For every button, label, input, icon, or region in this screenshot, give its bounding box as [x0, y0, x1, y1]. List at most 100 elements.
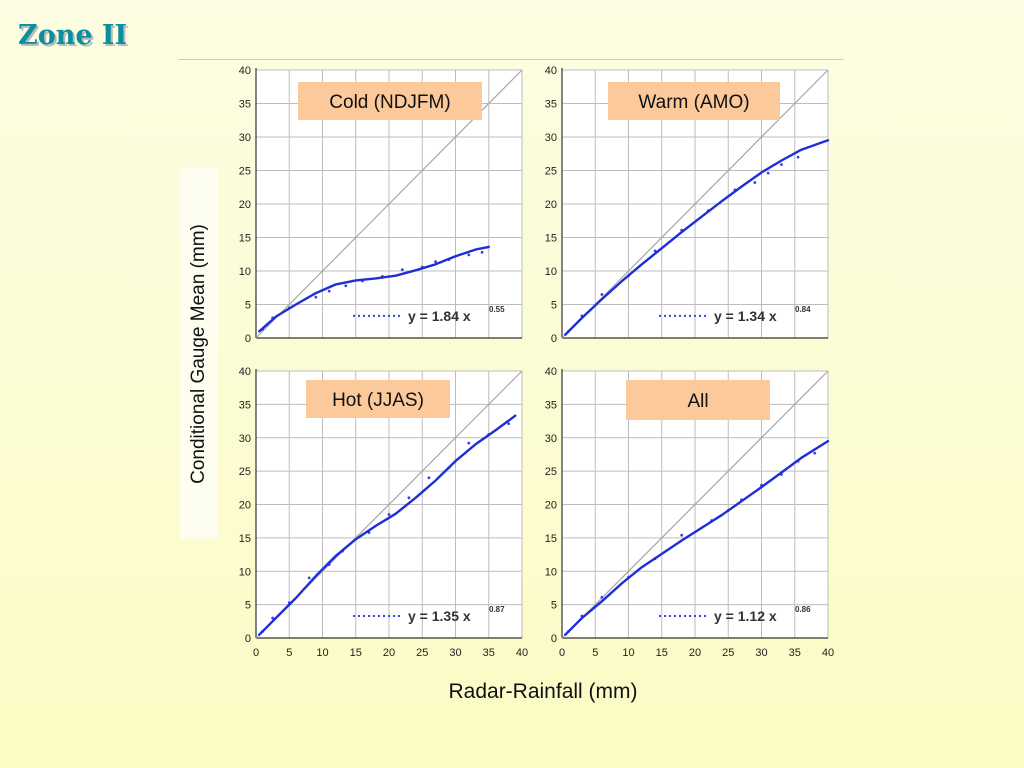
one-to-one-line — [561, 69, 829, 339]
equation-label: y = 1.12 x — [714, 608, 777, 624]
y-tick-label: 35 — [545, 399, 557, 411]
y-tick-label: 0 — [551, 633, 557, 645]
y-tick-label: 30 — [545, 132, 557, 144]
y-tick-label: 20 — [545, 500, 557, 512]
panel-label: Cold (NDJFM) — [329, 92, 450, 113]
y-tick-label: 40 — [239, 65, 251, 77]
data-point — [327, 289, 331, 293]
equation-label: y = 1.84 x — [408, 308, 471, 324]
x-tick-label: 5 — [286, 647, 292, 659]
equation-label: y = 1.35 x — [408, 608, 471, 624]
y-tick-label: 5 — [245, 600, 251, 612]
y-tick-label: 10 — [239, 266, 251, 278]
data-point — [427, 476, 431, 480]
data-point — [813, 451, 817, 455]
data-point — [314, 295, 318, 299]
x-tick-label: 10 — [316, 647, 328, 659]
y-tick-label: 15 — [239, 233, 251, 245]
y-tick-label: 10 — [545, 266, 557, 278]
y-tick-label: 10 — [545, 566, 557, 578]
x-tick-label: 25 — [416, 647, 428, 659]
x-tick-label: 40 — [516, 647, 528, 659]
y-tick-label: 40 — [239, 366, 251, 378]
y-tick-label: 20 — [239, 500, 251, 512]
data-point — [600, 595, 604, 599]
y-tick-label: 5 — [551, 300, 557, 312]
equation-label: y = 1.34 x — [714, 308, 777, 324]
panel-label: All — [687, 391, 708, 412]
y-tick-label: 10 — [239, 566, 251, 578]
panel-label-box — [306, 380, 450, 418]
x-tick-label: 30 — [449, 647, 461, 659]
y-tick-label: 15 — [545, 233, 557, 245]
one-to-one-line — [561, 370, 829, 639]
equation-exponent: 0.87 — [489, 605, 505, 614]
panel-label: Warm (AMO) — [638, 92, 749, 113]
y-tick-label: 30 — [545, 433, 557, 445]
y-tick-label: 35 — [545, 99, 557, 111]
y-tick-label: 30 — [239, 433, 251, 445]
data-point — [434, 260, 437, 264]
x-tick-label: 15 — [350, 647, 362, 659]
data-point — [753, 181, 757, 184]
y-tick-label: 5 — [245, 300, 251, 312]
y-tick-label: 25 — [239, 466, 251, 478]
x-tick-label: 35 — [789, 647, 801, 659]
y-tick-label: 0 — [551, 333, 557, 345]
fit-curve — [564, 139, 830, 336]
y-tick-label: 15 — [545, 533, 557, 545]
data-point — [271, 616, 275, 620]
x-axis-label: Radar-Rainfall (mm) — [448, 680, 638, 703]
x-tick-label: 30 — [755, 647, 767, 659]
data-point — [400, 268, 404, 272]
panel-top-right: 0 5 10 15 20 25 30 35 40 y = 1.34 x 0.84 Warm (AMO) — [545, 65, 830, 345]
x-tick-label: 15 — [656, 647, 668, 659]
y-tick-label: 30 — [239, 132, 251, 144]
x-tick-label: 10 — [622, 647, 634, 659]
x-tick-label: 35 — [483, 647, 495, 659]
y-tick-label: 35 — [239, 399, 251, 411]
data-point — [467, 253, 471, 257]
data-point — [307, 576, 311, 580]
data-point — [507, 422, 511, 426]
panel-label-box — [608, 82, 780, 120]
panel-top-left: 0 5 10 15 20 25 30 35 40 y = 1.84 x 0.55 Cold (NDJF… — [239, 65, 523, 345]
fit-curve — [564, 439, 830, 636]
panel-label-box — [298, 82, 482, 120]
y-tick-label: 40 — [545, 65, 557, 77]
equation-exponent: 0.86 — [795, 605, 811, 614]
x-tick-label: 0 — [253, 647, 259, 659]
y-tick-label: 25 — [545, 166, 557, 178]
data-point — [407, 496, 411, 500]
x-tick-label: 25 — [722, 647, 734, 659]
y-tick-label: 25 — [239, 166, 251, 178]
equation-exponent: 0.84 — [795, 305, 811, 314]
y-tick-label: 15 — [239, 533, 251, 545]
data-point — [480, 250, 484, 254]
y-tick-label: 0 — [245, 333, 251, 345]
slide-title: Zone II — [18, 20, 128, 51]
data-point — [766, 171, 770, 175]
y-axis-label-box — [180, 168, 218, 539]
panel-label-box — [626, 380, 770, 420]
title-divider — [178, 59, 844, 60]
equation-exponent: 0.55 — [489, 305, 505, 314]
data-point — [600, 293, 604, 296]
fit-curve — [258, 414, 517, 636]
y-tick-label: 5 — [551, 600, 557, 612]
x-tick-label: 0 — [559, 647, 565, 659]
y-tick-label: 25 — [545, 466, 557, 478]
data-point — [387, 513, 391, 516]
data-point — [467, 441, 471, 445]
panel-bottom-right: 0 5 10 15 20 25 30 35 40 0 5 10 15 20 25 30 35 40 y = 1.12… — [545, 366, 834, 659]
y-tick-label: 35 — [239, 99, 251, 111]
y-tick-label: 40 — [545, 366, 557, 378]
data-point — [780, 163, 783, 166]
fit-curve — [258, 245, 490, 333]
y-tick-label: 0 — [245, 633, 251, 645]
data-point — [796, 155, 800, 159]
y-tick-label: 20 — [545, 199, 557, 211]
data-point — [344, 284, 348, 288]
x-tick-label: 20 — [689, 647, 701, 659]
